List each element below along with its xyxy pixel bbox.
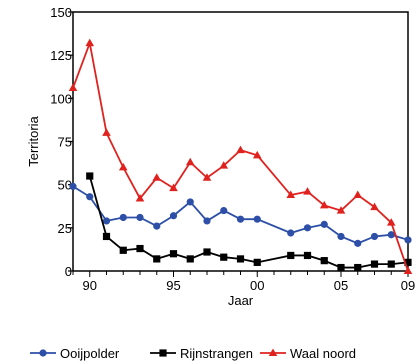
x-axis-title: Jaar [228,293,254,308]
legend-marker [268,348,278,356]
x-tick-label: 05 [334,278,348,293]
y-tick-label: 100 [50,91,72,106]
data-point [135,193,145,202]
data-point [303,251,312,260]
data-point [185,157,195,166]
data-point [136,244,144,253]
y-tick-label: 125 [50,48,72,63]
x-tick-label: 09 [401,278,415,293]
data-point [387,260,395,268]
data-point [85,38,95,47]
data-point [203,248,211,256]
series-layer [68,38,413,274]
data-point [337,232,345,241]
x-tick-label: 90 [83,278,97,293]
data-point [253,215,261,223]
data-point [153,222,161,230]
y-tick-label: 0 [65,264,72,279]
y-axis-title: Territoria [26,115,41,166]
series-line [72,39,409,272]
y-tick-label: 25 [58,221,72,236]
data-point [169,183,178,192]
data-point [86,172,94,180]
data-point [387,231,395,239]
data-point [203,217,211,225]
data-point [286,190,296,199]
legend-item: Waal noord [260,346,356,361]
data-point [253,258,261,266]
data-point [236,215,245,223]
data-point [169,250,178,258]
data-point [186,198,194,206]
data-point [386,218,396,226]
data-point [336,206,346,214]
data-point [354,239,362,247]
data-point [102,217,111,225]
legend-label: Waal noord [290,346,356,361]
data-point [68,83,78,91]
data-point [119,246,127,254]
data-point [370,202,379,211]
legend-label: Ooijpolder [60,346,120,361]
data-point [354,263,362,272]
data-point [119,213,127,222]
data-point [320,220,328,228]
data-point [102,128,111,136]
data-point [337,263,345,272]
data-point [303,224,312,232]
y-tick-label: 50 [58,178,72,193]
legend-label: Rijnstrangen [180,346,253,361]
data-point [353,190,363,199]
series-rijnstrangen [86,172,412,272]
data-point [287,251,295,260]
plot-frame [72,11,409,272]
data-point [86,193,94,201]
data-point [236,145,245,154]
legend-item: Ooijpolder [30,346,120,361]
data-point [220,253,228,261]
data-point [186,255,194,263]
data-point [220,206,228,215]
data-point [219,161,229,169]
series-waal-noord [68,38,413,274]
data-point [102,232,111,241]
legend-marker [39,349,47,357]
data-point [404,258,412,266]
data-point [136,213,144,222]
x-tick-label: 95 [166,278,180,293]
series-line [88,175,409,269]
data-point [236,255,245,263]
data-point [403,266,413,274]
data-point [404,236,412,244]
data-point [320,257,328,265]
y-tick-label: 150 [50,5,72,20]
data-point [118,162,128,171]
legend: Ooijpolder Rijnstrangen Waal noord [30,346,356,361]
data-point [303,187,312,195]
x-axis: 90 95 00 05 09 [72,271,415,293]
x-tick-label: 00 [250,278,264,293]
y-tick-label: 75 [58,135,72,150]
legend-marker [159,349,167,357]
data-point [153,255,161,263]
plot-area [72,11,409,272]
data-point [169,212,178,220]
data-point [319,200,329,209]
data-point [152,173,162,181]
y-axis: 0 25 50 75 100 125 150 [50,5,73,279]
data-point [287,229,295,237]
data-point [252,150,262,159]
data-point [370,260,379,268]
data-point [370,232,379,241]
legend-item: Rijnstrangen [150,346,253,361]
data-point [202,173,212,181]
series-ooijpolder [69,182,412,247]
data-point [69,182,77,190]
